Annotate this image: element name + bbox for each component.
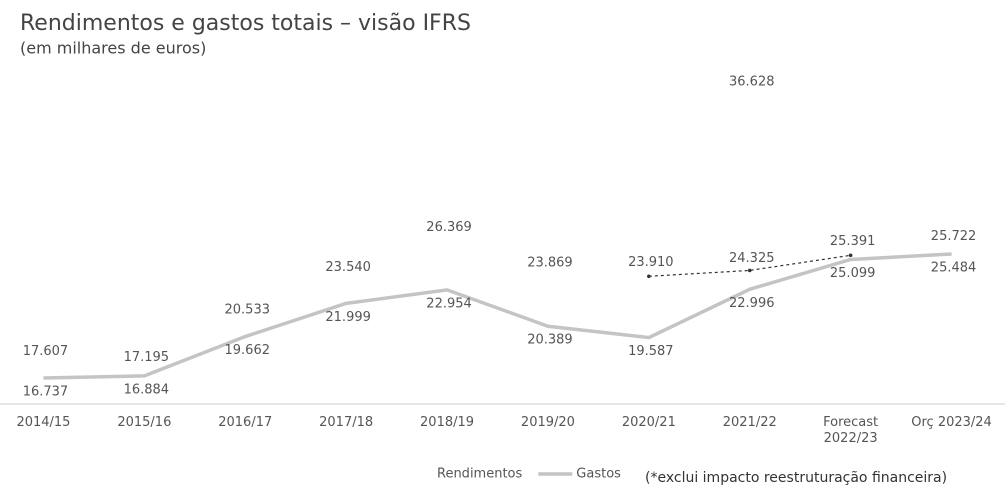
data-label: 23.910 xyxy=(628,255,674,270)
data-label: 23.540 xyxy=(325,260,371,275)
x-tick-label: 2014/15 xyxy=(16,415,71,430)
point xyxy=(647,274,651,279)
x-tick-label: 2021/22 xyxy=(722,415,777,430)
data-label: 17.195 xyxy=(124,350,170,365)
data-label: 22.996 xyxy=(729,296,775,311)
x-tick-label: 2016/17 xyxy=(218,415,273,430)
series-line xyxy=(43,92,952,374)
point xyxy=(848,253,853,258)
x-tick-label: 2020/21 xyxy=(621,415,676,430)
x-tick-label: 2019/20 xyxy=(520,415,575,430)
x-tick-label: Forecast 2022/23 xyxy=(823,415,879,446)
data-label: 16.737 xyxy=(23,385,69,400)
legend-label: Gastos xyxy=(576,467,621,482)
data-label: 19.662 xyxy=(225,343,271,358)
data-label: 25.484 xyxy=(931,260,977,275)
point xyxy=(747,268,752,273)
data-label: 24.325 xyxy=(729,251,775,266)
series-line xyxy=(43,252,952,380)
data-label: 21.999 xyxy=(325,310,371,325)
chart-subtitle: (em milhares de euros) xyxy=(20,39,206,58)
data-label: 23.869 xyxy=(527,255,573,270)
data-label: 20.533 xyxy=(225,303,271,318)
data-label: 36.628 xyxy=(729,75,775,90)
data-label: 25.391 xyxy=(830,234,876,249)
data-label: 25.099 xyxy=(830,266,876,281)
chart-title: Rendimentos e gastos totais – visão IFRS xyxy=(20,11,471,36)
note: (*exclui impacto reestruturação financei… xyxy=(645,470,947,486)
data-label: 16.884 xyxy=(124,382,170,397)
x-tick-label: 2017/18 xyxy=(319,415,374,430)
data-label: 20.389 xyxy=(527,333,573,348)
data-label: 25.722 xyxy=(931,229,977,244)
data-label: 22.954 xyxy=(426,296,472,311)
x-tick-label: 2018/19 xyxy=(420,415,475,430)
data-label: 19.587 xyxy=(628,344,674,359)
series-line xyxy=(648,254,851,277)
data-label: 26.369 xyxy=(426,220,472,235)
x-tick-label: 2015/16 xyxy=(117,415,172,430)
x-tick-label: Orç 2023/24 xyxy=(911,415,992,430)
data-label: 17.607 xyxy=(23,344,69,359)
legend-label: Rendimentos xyxy=(437,467,523,482)
